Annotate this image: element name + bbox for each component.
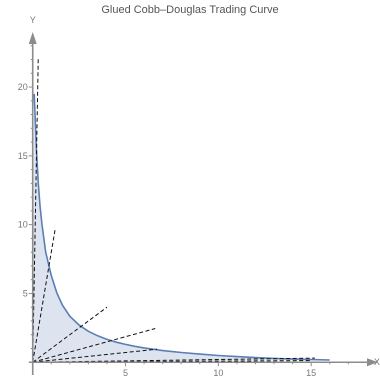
area-under-curve — [32, 93, 330, 363]
x-axis-label: X — [374, 357, 380, 367]
tangent-line-2 — [32, 230, 56, 363]
curve-layer — [33, 93, 330, 361]
x-axis-arrow-icon — [367, 358, 378, 367]
ticks-layer: 5 10 15 5 10 15 20 — [18, 45, 349, 378]
area-under-curve-layer — [32, 93, 330, 363]
y-tick-label-4: 20 — [18, 82, 28, 92]
y-axis-label: Y — [30, 15, 36, 25]
tangent-line-3 — [32, 306, 108, 363]
tangent-lines-layer — [32, 56, 315, 363]
y-tick-label-1: 5 — [23, 288, 28, 298]
x-tick-label-3: 15 — [306, 368, 316, 378]
chart-title: Glued Cobb–Douglas Trading Curve — [101, 4, 278, 16]
y-tick-label-3: 15 — [18, 151, 28, 161]
x-tick-label-1: 5 — [123, 368, 128, 378]
tangent-line-1 — [32, 56, 39, 363]
trading-curve — [33, 93, 330, 361]
tangent-line-4 — [32, 328, 156, 363]
axes — [28, 32, 378, 375]
y-axis-arrow-icon — [28, 32, 37, 44]
y-tick-label-2: 10 — [18, 220, 28, 230]
x-tick-label-2: 10 — [213, 368, 223, 378]
tangent-line-5 — [32, 348, 158, 363]
